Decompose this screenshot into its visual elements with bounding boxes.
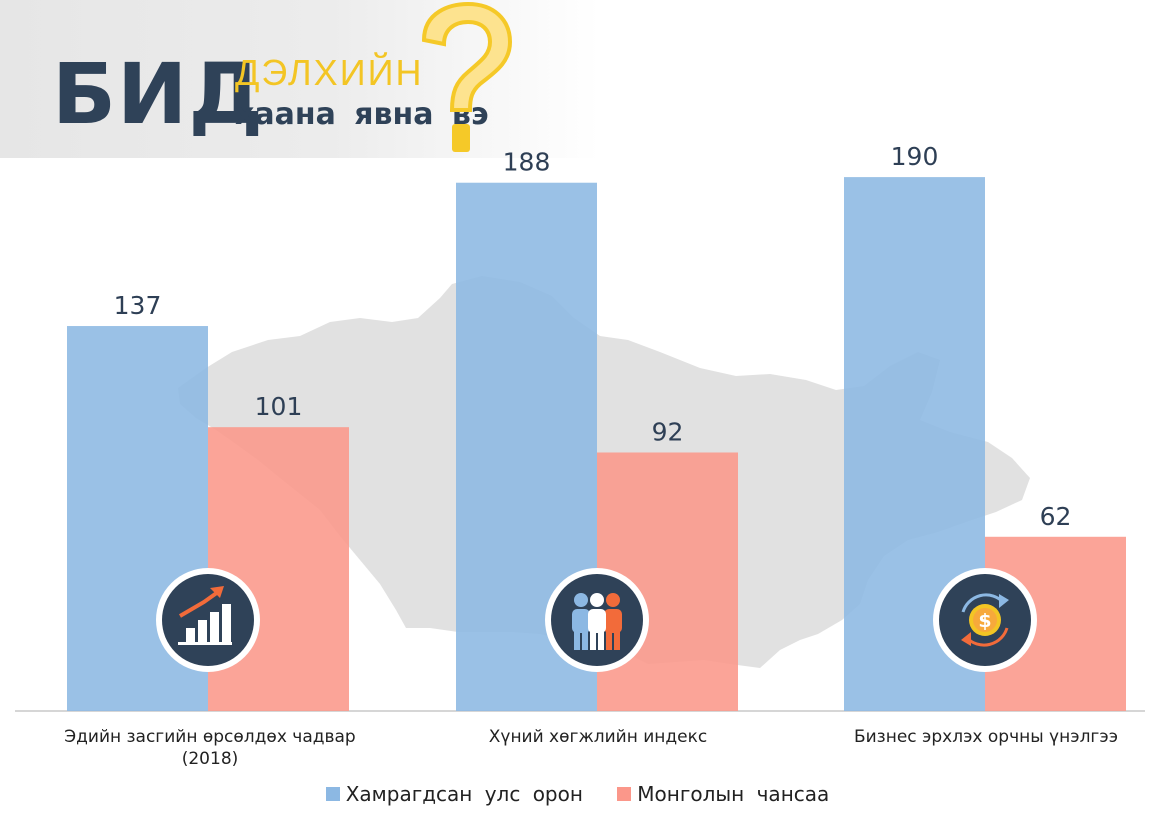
- logo-sub-text-1: ДЭЛХИЙН: [235, 52, 424, 93]
- logo-main-text: БИД: [52, 45, 265, 143]
- bar-salmon-0: [208, 427, 349, 711]
- logo-sub-text-2: хаана явна вэ: [235, 97, 489, 132]
- category-label-line: Бизнес эрхлэх орчны үнэлгээ: [853, 727, 1119, 747]
- people-group-icon: [545, 568, 649, 672]
- category-label-line: Хүний хөгжлийн индекс: [488, 727, 708, 747]
- data-label-salmon-1: 92: [652, 417, 684, 446]
- bar-chart-growth-icon: [156, 568, 260, 672]
- legend-item-salmon: Монголын чансаа: [617, 782, 829, 806]
- data-label-blue-1: 188: [503, 148, 551, 177]
- data-label-blue-0: 137: [114, 291, 162, 320]
- data-label-blue-2: 190: [891, 142, 939, 171]
- legend-item-blue: Хамрагдсан улс орон: [325, 782, 583, 806]
- svg-text:$: $: [978, 610, 991, 632]
- dollar-exchange-icon: $: [933, 568, 1037, 672]
- data-label-salmon-2: 62: [1040, 502, 1072, 531]
- category-label-0: Эдийн засгийн өрсөлдөх чадвар (2018): [30, 726, 390, 770]
- legend-label-salmon: Монголын чансаа: [637, 782, 830, 806]
- data-label-salmon-0: 101: [255, 392, 303, 421]
- category-label-line: (2018): [181, 749, 239, 769]
- legend-label-blue: Хамрагдсан улс орон: [345, 782, 583, 806]
- category-label-line: Эдийн засгийн өрсөлдөх чадвар: [64, 727, 356, 747]
- category-label-2: Бизнес эрхлэх орчны үнэлгээ: [806, 726, 1155, 748]
- category-label-1: Хүний хөгжлийн индекс: [418, 726, 778, 748]
- legend-swatch-blue: [325, 786, 340, 801]
- legend-swatch-salmon: [617, 786, 632, 801]
- legend: Хамрагдсан улс орон Монголын чансаа: [0, 782, 1155, 806]
- question-mark-icon: [421, 2, 513, 152]
